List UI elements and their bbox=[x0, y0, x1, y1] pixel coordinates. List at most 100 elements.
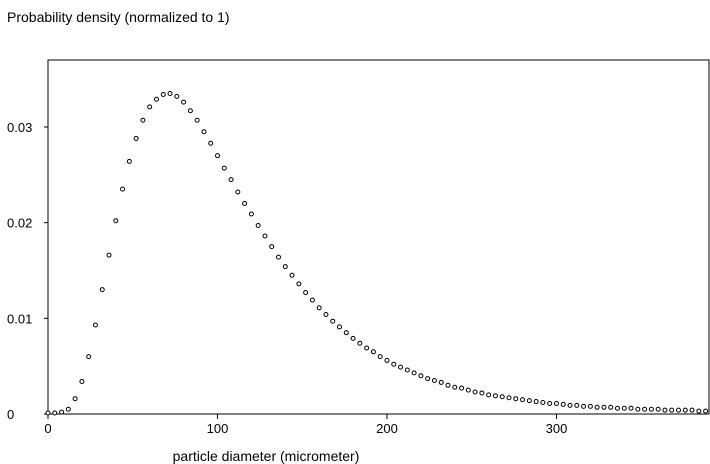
data-point bbox=[106, 252, 112, 258]
data-point bbox=[181, 99, 187, 105]
data-point bbox=[608, 404, 614, 410]
plot-frame bbox=[47, 59, 710, 415]
data-point bbox=[404, 367, 410, 373]
data-point bbox=[648, 406, 654, 412]
data-point bbox=[337, 324, 343, 330]
data-point bbox=[594, 404, 600, 410]
x-tick-label: 300 bbox=[546, 421, 568, 436]
data-point bbox=[452, 384, 458, 390]
data-point bbox=[669, 407, 675, 413]
data-point bbox=[79, 378, 85, 384]
data-point bbox=[486, 392, 492, 398]
data-point bbox=[350, 335, 356, 341]
data-point bbox=[133, 135, 139, 141]
data-point bbox=[506, 395, 512, 401]
data-point bbox=[391, 361, 397, 367]
data-point bbox=[72, 396, 78, 402]
data-point bbox=[425, 376, 431, 382]
data-point bbox=[343, 330, 349, 336]
data-point bbox=[370, 349, 376, 355]
data-point bbox=[540, 400, 546, 406]
data-point bbox=[113, 218, 119, 224]
data-point bbox=[228, 177, 234, 183]
data-point bbox=[411, 370, 417, 376]
data-point bbox=[567, 402, 573, 408]
data-point bbox=[242, 201, 248, 207]
data-point bbox=[52, 410, 58, 416]
data-point bbox=[303, 289, 309, 295]
data-point bbox=[235, 189, 241, 195]
data-point bbox=[560, 401, 566, 407]
data-point bbox=[309, 297, 315, 303]
data-point bbox=[316, 305, 322, 311]
data-point bbox=[99, 287, 105, 293]
y-tick-label: 0.02 bbox=[7, 216, 32, 231]
data-point bbox=[296, 281, 302, 287]
data-point bbox=[120, 186, 126, 192]
data-point bbox=[255, 223, 261, 229]
data-point bbox=[194, 117, 200, 123]
data-point bbox=[126, 158, 132, 164]
data-point bbox=[364, 345, 370, 351]
data-point bbox=[614, 405, 620, 411]
data-point bbox=[153, 96, 159, 102]
data-point bbox=[418, 373, 424, 379]
data-point bbox=[174, 93, 180, 99]
data-point bbox=[201, 129, 207, 135]
data-point bbox=[445, 382, 451, 388]
x-tick-label: 200 bbox=[376, 421, 398, 436]
data-point bbox=[587, 403, 593, 409]
data-point bbox=[276, 254, 282, 260]
data-point bbox=[574, 402, 580, 408]
data-point bbox=[282, 264, 288, 270]
data-point bbox=[513, 396, 519, 402]
data-point bbox=[662, 407, 668, 413]
data-point bbox=[167, 90, 173, 96]
data-point bbox=[479, 390, 485, 396]
data-point bbox=[262, 233, 268, 239]
data-point bbox=[377, 354, 383, 360]
y-tick-label: 0.03 bbox=[7, 120, 32, 135]
data-point bbox=[438, 379, 444, 385]
data-point bbox=[289, 272, 295, 278]
data-point bbox=[696, 408, 702, 414]
data-point bbox=[628, 405, 634, 411]
data-point bbox=[635, 406, 641, 412]
data-point bbox=[357, 340, 363, 346]
x-tick-label: 0 bbox=[44, 421, 51, 436]
data-point bbox=[92, 322, 98, 328]
data-point bbox=[398, 364, 404, 370]
data-point bbox=[59, 409, 65, 415]
data-point bbox=[330, 318, 336, 324]
data-point bbox=[431, 378, 437, 384]
data-point bbox=[459, 385, 465, 391]
data-point bbox=[553, 400, 559, 406]
data-point bbox=[248, 211, 254, 217]
data-point bbox=[689, 407, 695, 413]
data-point bbox=[208, 140, 214, 146]
data-point bbox=[682, 407, 688, 413]
data-point bbox=[147, 104, 153, 110]
data-point bbox=[492, 393, 498, 399]
data-point bbox=[45, 410, 51, 416]
data-point bbox=[465, 387, 471, 393]
data-point bbox=[140, 117, 146, 123]
data-point bbox=[703, 408, 709, 414]
data-point bbox=[533, 399, 539, 405]
y-tick-label: 0.01 bbox=[7, 311, 32, 326]
data-point bbox=[547, 400, 553, 406]
data-point bbox=[214, 153, 220, 159]
data-point bbox=[384, 357, 390, 363]
data-point bbox=[655, 406, 661, 412]
data-point bbox=[675, 407, 681, 413]
data-point bbox=[601, 404, 607, 410]
data-point bbox=[160, 91, 166, 97]
data-point bbox=[621, 405, 627, 411]
data-point bbox=[642, 406, 648, 412]
data-point bbox=[526, 398, 532, 404]
data-point bbox=[269, 244, 275, 250]
data-point bbox=[581, 403, 587, 409]
data-point bbox=[323, 311, 329, 317]
data-point bbox=[65, 406, 71, 412]
